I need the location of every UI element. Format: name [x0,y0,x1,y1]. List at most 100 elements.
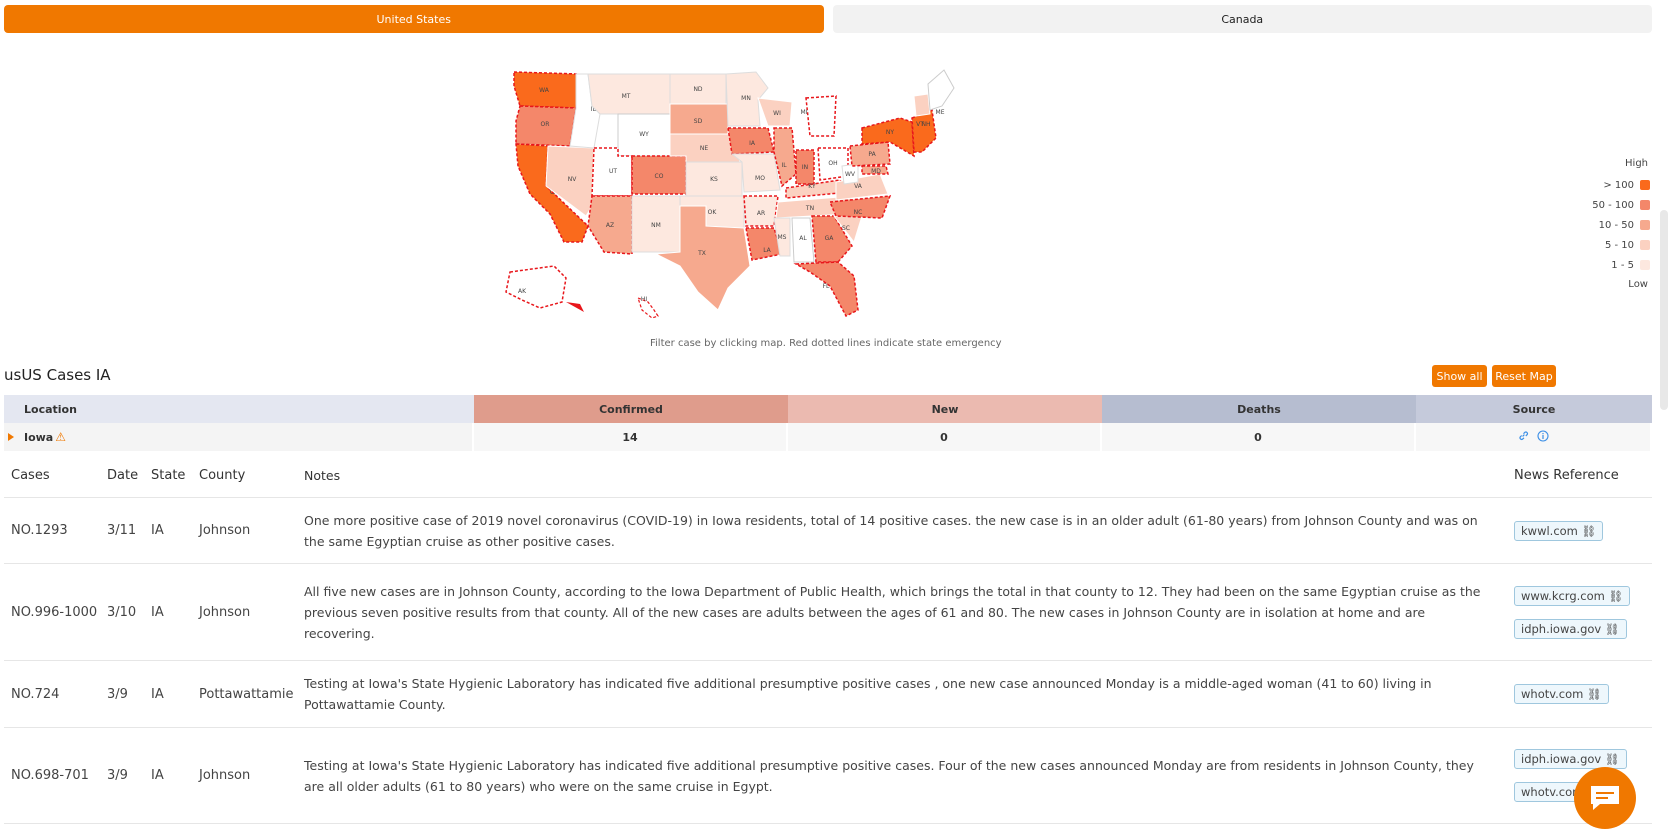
svg-text:OH: OH [828,160,837,167]
svg-text:WI: WI [773,110,781,117]
state-ar[interactable] [743,195,779,227]
chat-button[interactable] [1574,767,1636,829]
show-all-button[interactable]: Show all [1432,365,1487,387]
news-reference-link[interactable]: idph.iowa.gov ⛓ [1514,749,1627,769]
state-vt-nh[interactable] [913,93,931,117]
svg-text:AR: AR [757,210,765,217]
svg-text:HI: HI [641,296,648,303]
legend-item: > 100 [1570,175,1650,195]
news-reference-link[interactable]: kwwl.com ⛓ [1514,520,1604,541]
case-county: Johnson [199,523,251,538]
summary-row-iowa[interactable]: Iowa ⚠ 14 0 0 [4,423,1652,451]
svg-text:MN: MN [741,95,751,102]
case-id: NO.698-701 [11,768,89,783]
state-ny[interactable] [861,117,915,158]
case-detail-table: Cases Date State County Notes News Refer… [4,453,1652,824]
source-cell [1416,423,1652,451]
reset-map-button[interactable]: Reset Map [1492,365,1556,387]
svg-text:WA: WA [539,87,550,94]
news-reference-link[interactable]: www.kcrg.com ⛓ [1514,585,1631,606]
col-news-reference: News Reference [1514,467,1619,483]
state-ak[interactable] [505,265,567,309]
svg-text:IN: IN [802,164,808,171]
table-row: NO.724 3/9 IA Pottawattamie Testing at I… [4,661,1652,728]
link-icon[interactable] [1518,430,1529,444]
state-al[interactable] [791,217,815,263]
case-notes: One more positive case of 2019 novel cor… [304,512,1478,549]
col-state: State [151,467,186,483]
svg-text:WY: WY [639,131,649,138]
col-location[interactable]: Location [4,395,474,423]
state-mi[interactable] [805,95,837,137]
case-state: IA [151,768,164,783]
legend-item: 10 - 50 [1570,215,1650,235]
us-state-map[interactable]: WA OR CA NV ID MT WY UT CO AZ NM ND SD N… [470,66,1020,326]
cases-title: usUS Cases IA [4,366,111,384]
svg-text:GA: GA [825,235,835,242]
state-il[interactable] [773,127,797,188]
col-new[interactable]: New [788,395,1102,423]
svg-text:OK: OK [708,209,718,216]
col-deaths[interactable]: Deaths [1102,395,1416,423]
svg-text:MS: MS [778,234,787,241]
svg-text:SC: SC [842,225,850,232]
state-fl[interactable] [793,261,859,317]
new-value: 0 [788,423,1102,451]
map-legend: High > 100 50 - 100 10 - 50 5 - 10 1 - 5… [1570,158,1650,296]
svg-text:MD: MD [871,168,881,175]
case-id: NO.724 [11,686,60,702]
state-pa[interactable] [849,141,891,167]
svg-text:NH: NH [922,121,931,128]
location-cell[interactable]: Iowa ⚠ [4,423,474,451]
tab-united-states[interactable]: United States [4,5,824,33]
external-link-icon: ⛓ [1581,523,1597,538]
info-icon[interactable] [1536,429,1549,445]
location-name: Iowa [24,430,54,444]
state-me[interactable] [927,69,955,111]
state-wi[interactable] [757,97,793,127]
state-md[interactable] [861,165,889,175]
news-reference-link[interactable]: idph.iowa.gov ⛓ [1514,618,1627,639]
state-mn[interactable] [725,71,769,127]
state-nc[interactable] [828,195,892,219]
case-date: 3/10 [107,604,137,620]
state-ms[interactable] [773,217,791,257]
news-refs: whotv.com ⛓ [1514,684,1652,704]
tab-canada[interactable]: Canada [832,5,1652,33]
state-az[interactable] [587,195,633,255]
case-id: NO.1293 [11,523,68,538]
case-state: IA [151,523,164,538]
state-ia[interactable] [727,127,775,155]
detail-header-row: Cases Date State County Notes News Refer… [4,453,1652,498]
table-row: NO.698-701 3/9 IA Johnson Testing at Iow… [4,728,1652,824]
svg-text:KY: KY [808,183,816,190]
legend-item: 50 - 100 [1570,195,1650,215]
case-county: Johnson [199,604,251,620]
svg-text:IA: IA [749,140,756,147]
svg-text:TN: TN [805,205,814,212]
col-confirmed[interactable]: Confirmed [474,395,788,423]
svg-text:NY: NY [886,129,894,136]
page-scrollbar[interactable] [1660,210,1668,410]
table-row: NO.1293 3/11 IA Johnson One more positiv… [4,498,1652,564]
case-county: Johnson [199,768,251,783]
col-county: County [199,467,246,483]
case-notes: Testing at Iowa's State Hygienic Laborat… [304,757,1474,794]
country-tabs: United States Canada [4,5,1652,33]
svg-text:VT: VT [916,121,924,128]
case-date: 3/9 [107,686,128,702]
svg-text:PA: PA [868,151,876,158]
case-county: Pottawattamie [199,686,294,702]
news-reference-link[interactable]: whotv.com ⛓ [1514,684,1609,704]
state-tx[interactable] [654,205,751,311]
svg-text:AK: AK [518,288,527,295]
expand-caret-icon[interactable] [8,433,14,441]
state-ga[interactable] [811,215,853,263]
state-hi[interactable] [637,296,659,319]
external-link-icon: ⛓ [1604,621,1620,636]
state-mo[interactable] [730,153,781,193]
svg-text:ME: ME [936,109,945,116]
legend-item: 1 - 5 [1570,255,1650,275]
legend-item: 5 - 10 [1570,235,1650,255]
col-cases: Cases [11,467,50,483]
